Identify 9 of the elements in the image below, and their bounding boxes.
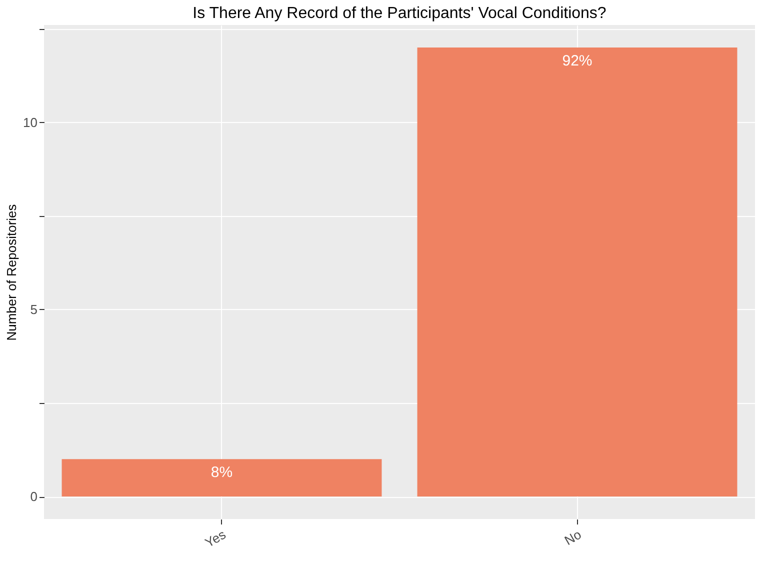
y-tick-label: 0 [30,489,38,504]
y-tick-label: 10 [23,114,38,130]
annotation: 92% [562,52,592,70]
y-tick-label: 5 [30,302,38,317]
chart-title: Is There Any Record of the Participants' Vocal Conditions? [192,5,606,22]
y-axis-title: Number of Repositories [4,204,20,341]
annotation: 8% [210,464,233,482]
x-tick-label: No [562,526,584,548]
x-tick-label: Yes [202,526,229,550]
